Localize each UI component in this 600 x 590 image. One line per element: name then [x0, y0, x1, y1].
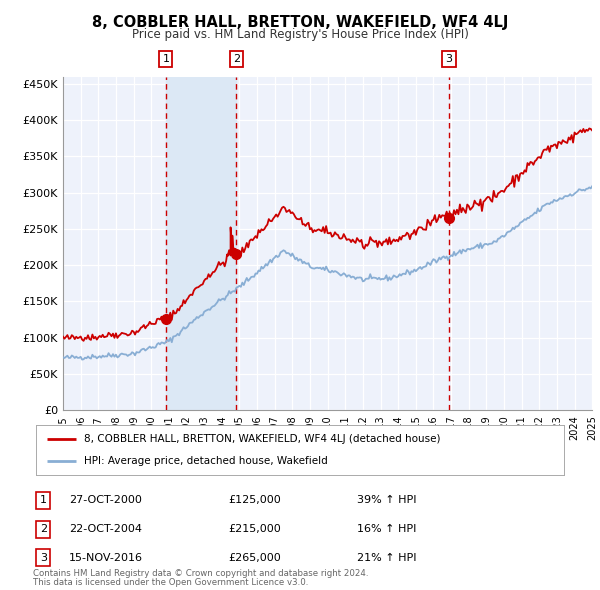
Text: 8, COBBLER HALL, BRETTON, WAKEFIELD, WF4 4LJ (detached house): 8, COBBLER HALL, BRETTON, WAKEFIELD, WF4…: [83, 434, 440, 444]
Text: 21% ↑ HPI: 21% ↑ HPI: [357, 553, 416, 562]
Text: 15-NOV-2016: 15-NOV-2016: [69, 553, 143, 562]
Text: 22-OCT-2004: 22-OCT-2004: [69, 525, 142, 534]
Text: £265,000: £265,000: [228, 553, 281, 562]
Bar: [166, 77, 236, 410]
Text: 1: 1: [163, 54, 169, 64]
Text: 16% ↑ HPI: 16% ↑ HPI: [357, 525, 416, 534]
Text: 27-OCT-2000: 27-OCT-2000: [69, 496, 142, 505]
Text: 3: 3: [40, 553, 47, 562]
Text: £125,000: £125,000: [228, 496, 281, 505]
Text: This data is licensed under the Open Government Licence v3.0.: This data is licensed under the Open Gov…: [33, 578, 308, 587]
Text: 2: 2: [233, 54, 240, 64]
Text: 8, COBBLER HALL, BRETTON, WAKEFIELD, WF4 4LJ: 8, COBBLER HALL, BRETTON, WAKEFIELD, WF4…: [92, 15, 508, 30]
Text: Contains HM Land Registry data © Crown copyright and database right 2024.: Contains HM Land Registry data © Crown c…: [33, 569, 368, 578]
Text: 2: 2: [40, 525, 47, 534]
Text: 1: 1: [40, 496, 47, 505]
Text: 3: 3: [445, 54, 452, 64]
Text: Price paid vs. HM Land Registry's House Price Index (HPI): Price paid vs. HM Land Registry's House …: [131, 28, 469, 41]
Text: £215,000: £215,000: [228, 525, 281, 534]
Text: 39% ↑ HPI: 39% ↑ HPI: [357, 496, 416, 505]
Text: HPI: Average price, detached house, Wakefield: HPI: Average price, detached house, Wake…: [83, 457, 327, 467]
